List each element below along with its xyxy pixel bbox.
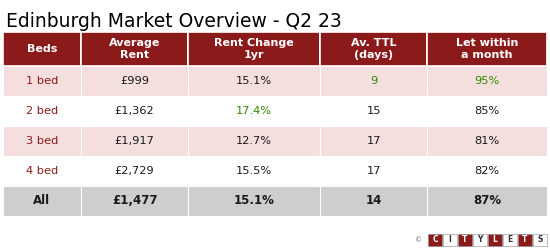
Text: Average
Rent: Average Rent bbox=[109, 38, 160, 60]
Text: 17: 17 bbox=[366, 136, 381, 146]
Text: 15.1%: 15.1% bbox=[234, 194, 274, 207]
Text: 12.7%: 12.7% bbox=[236, 136, 272, 146]
Bar bbox=[428, 234, 442, 246]
Bar bbox=[3, 96, 81, 126]
Bar bbox=[320, 96, 427, 126]
Text: E: E bbox=[507, 236, 513, 244]
Bar bbox=[81, 186, 188, 216]
Bar bbox=[503, 234, 517, 246]
Text: 15.5%: 15.5% bbox=[236, 166, 272, 176]
Text: 82%: 82% bbox=[475, 166, 500, 176]
Bar bbox=[81, 156, 188, 186]
Text: ©: © bbox=[415, 237, 422, 243]
Text: Edinburgh Market Overview - Q2 23: Edinburgh Market Overview - Q2 23 bbox=[6, 12, 342, 31]
Text: 15.1%: 15.1% bbox=[236, 76, 272, 86]
Text: £1,362: £1,362 bbox=[115, 106, 155, 116]
Bar bbox=[188, 156, 320, 186]
Bar bbox=[320, 156, 427, 186]
Text: £1,917: £1,917 bbox=[114, 136, 155, 146]
Bar bbox=[473, 234, 487, 246]
Bar bbox=[3, 126, 81, 156]
Text: Let within
a month: Let within a month bbox=[456, 38, 519, 60]
Text: All: All bbox=[34, 194, 51, 207]
Text: T: T bbox=[522, 236, 527, 244]
Text: 1 bed: 1 bed bbox=[26, 76, 58, 86]
Text: 95%: 95% bbox=[475, 76, 500, 86]
Text: £999: £999 bbox=[120, 76, 149, 86]
Bar bbox=[533, 234, 547, 246]
Bar bbox=[320, 126, 427, 156]
Bar bbox=[81, 66, 188, 96]
Bar bbox=[427, 66, 547, 96]
Bar bbox=[3, 32, 81, 66]
Bar bbox=[488, 234, 502, 246]
Text: Y: Y bbox=[477, 236, 483, 244]
Bar bbox=[81, 32, 188, 66]
Text: 4 bed: 4 bed bbox=[26, 166, 58, 176]
Text: Rent Change
1yr: Rent Change 1yr bbox=[214, 38, 294, 60]
Bar bbox=[427, 32, 547, 66]
Text: 15: 15 bbox=[366, 106, 381, 116]
Bar bbox=[3, 186, 81, 216]
Bar bbox=[81, 96, 188, 126]
Text: T: T bbox=[463, 236, 468, 244]
Bar bbox=[427, 186, 547, 216]
Text: 17.4%: 17.4% bbox=[236, 106, 272, 116]
Text: Beds: Beds bbox=[26, 44, 57, 54]
Text: 85%: 85% bbox=[475, 106, 500, 116]
Text: 17: 17 bbox=[366, 166, 381, 176]
Bar bbox=[188, 126, 320, 156]
Bar bbox=[458, 234, 472, 246]
Bar bbox=[3, 156, 81, 186]
Bar bbox=[188, 66, 320, 96]
Text: C: C bbox=[432, 236, 438, 244]
Bar bbox=[188, 186, 320, 216]
Bar bbox=[320, 66, 427, 96]
Bar bbox=[188, 32, 320, 66]
Text: 81%: 81% bbox=[475, 136, 500, 146]
Text: S: S bbox=[537, 236, 543, 244]
Bar bbox=[3, 66, 81, 96]
Text: £1,477: £1,477 bbox=[112, 194, 157, 207]
Text: 3 bed: 3 bed bbox=[26, 136, 58, 146]
Bar bbox=[188, 96, 320, 126]
Text: I: I bbox=[449, 236, 452, 244]
Bar bbox=[427, 156, 547, 186]
Bar bbox=[320, 186, 427, 216]
Text: Av. TTL
(days): Av. TTL (days) bbox=[351, 38, 397, 60]
Bar bbox=[443, 234, 457, 246]
Bar bbox=[81, 126, 188, 156]
Bar bbox=[320, 32, 427, 66]
Text: 2 bed: 2 bed bbox=[26, 106, 58, 116]
Text: L: L bbox=[493, 236, 497, 244]
Text: 14: 14 bbox=[365, 194, 382, 207]
Text: £2,729: £2,729 bbox=[115, 166, 155, 176]
Bar bbox=[518, 234, 532, 246]
Bar bbox=[427, 96, 547, 126]
Text: 87%: 87% bbox=[473, 194, 501, 207]
Text: 9: 9 bbox=[370, 76, 377, 86]
Bar bbox=[427, 126, 547, 156]
